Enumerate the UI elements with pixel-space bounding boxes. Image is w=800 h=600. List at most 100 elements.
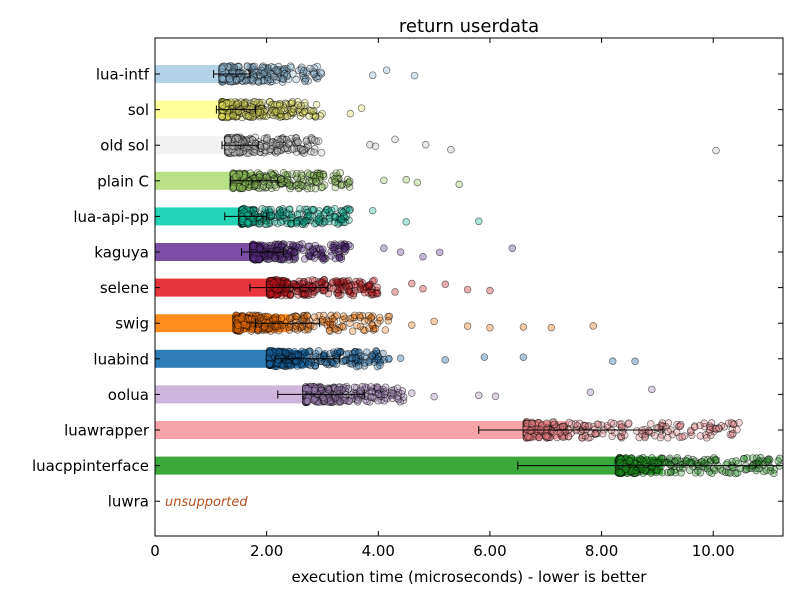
data-point <box>336 169 344 177</box>
data-point <box>274 147 282 156</box>
data-point <box>346 177 354 186</box>
data-point <box>255 173 264 181</box>
data-point <box>218 101 227 110</box>
data-point <box>384 316 393 325</box>
data-point <box>300 107 309 116</box>
data-point <box>239 147 248 156</box>
data-point <box>313 250 321 259</box>
data-point <box>329 243 337 252</box>
category-label: oolua <box>108 386 149 404</box>
outlier-point <box>486 286 494 295</box>
data-point <box>345 206 354 214</box>
data-point <box>308 276 317 284</box>
data-point <box>327 252 335 260</box>
data-point <box>274 240 282 249</box>
data-point <box>339 208 347 217</box>
data-point <box>241 178 250 187</box>
data-point <box>585 421 593 430</box>
data-point <box>229 112 237 120</box>
outlier-point <box>430 317 438 326</box>
category-label: sol <box>128 101 149 119</box>
data-point <box>258 205 267 213</box>
data-point <box>270 218 279 226</box>
data-point <box>385 354 393 363</box>
outlier-point <box>648 385 656 394</box>
data-point <box>646 420 655 428</box>
data-point <box>290 248 299 257</box>
outlier-point <box>368 71 377 79</box>
data-point <box>308 205 316 214</box>
x-tick-label: 2.00 <box>250 542 283 560</box>
outlier-point <box>413 178 422 187</box>
data-point <box>354 396 362 404</box>
data-point <box>283 279 291 287</box>
outlier-point <box>519 353 528 362</box>
data-point <box>325 214 334 223</box>
data-point <box>251 97 259 106</box>
data-point <box>250 148 259 157</box>
data-point <box>690 423 699 431</box>
category-label: luacppinterface <box>32 457 149 475</box>
outlier-point <box>371 142 380 151</box>
data-point <box>264 312 272 321</box>
data-point <box>304 320 313 328</box>
data-point <box>376 361 384 369</box>
category-label: swig <box>115 315 149 333</box>
data-point <box>294 243 303 252</box>
outlier-point <box>463 285 472 294</box>
data-point <box>270 175 278 183</box>
data-point <box>581 432 590 440</box>
data-point <box>286 291 295 300</box>
data-point <box>262 243 270 252</box>
x-tick-label: 4.00 <box>362 542 395 560</box>
outlier-point <box>421 140 430 149</box>
data-point <box>321 208 330 217</box>
data-point <box>348 327 357 335</box>
data-point <box>653 466 661 474</box>
data-point <box>218 74 227 83</box>
data-point <box>345 282 353 290</box>
data-point <box>332 276 341 285</box>
data-point <box>310 313 319 321</box>
data-point <box>323 358 331 367</box>
outlier-point <box>475 391 483 400</box>
data-point <box>672 428 681 436</box>
data-point <box>228 142 237 150</box>
outlier-point <box>396 248 405 256</box>
data-point <box>256 108 265 117</box>
outlier-point <box>475 217 483 226</box>
data-point <box>334 347 342 355</box>
outlier-point <box>463 322 472 330</box>
data-point <box>292 75 300 84</box>
data-point <box>302 137 310 146</box>
outlier-point <box>408 389 416 397</box>
data-point <box>757 454 765 462</box>
data-point <box>254 326 262 334</box>
data-point <box>357 386 365 395</box>
data-point <box>625 419 633 427</box>
data-point <box>657 454 666 463</box>
outlier-point <box>608 357 617 365</box>
data-point <box>556 429 564 437</box>
outlier-point <box>441 280 450 289</box>
data-point <box>318 183 327 191</box>
data-point <box>733 425 741 434</box>
bar <box>155 456 663 475</box>
axes-layer: lua-intf sol old sol plain C lua-api-pp kaguy… <box>32 38 783 560</box>
data-point <box>262 173 271 182</box>
data-point <box>263 77 272 85</box>
data-point <box>243 211 252 220</box>
outlier-point <box>408 321 416 329</box>
outlier-point <box>408 279 416 288</box>
data-point <box>286 361 295 370</box>
data-point <box>312 100 321 109</box>
data-point <box>235 147 244 156</box>
data-point <box>352 282 360 290</box>
data-point <box>261 323 269 331</box>
data-point <box>282 136 291 144</box>
data-point <box>292 312 301 321</box>
data-point <box>351 347 359 356</box>
data-point <box>535 433 543 442</box>
data-point <box>299 182 307 190</box>
